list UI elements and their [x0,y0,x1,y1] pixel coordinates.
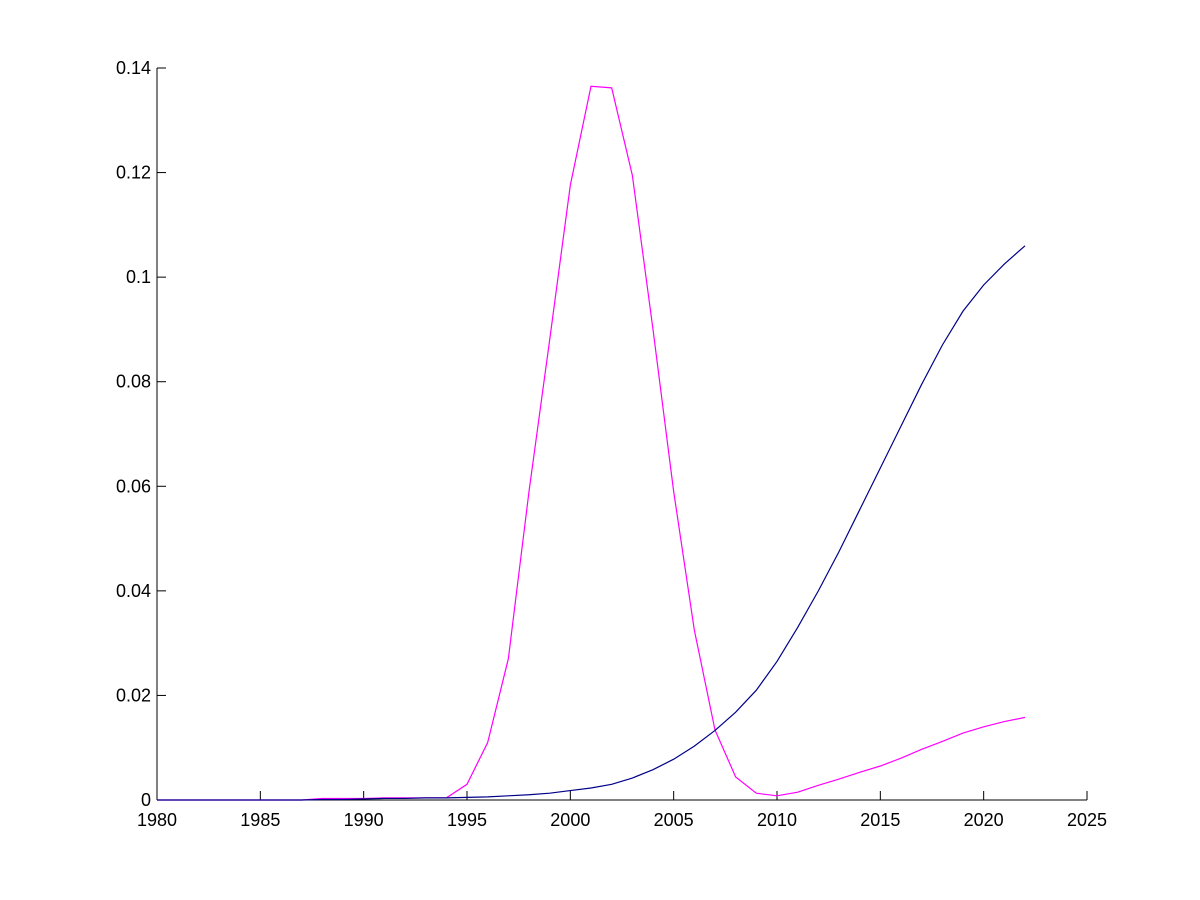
y-tick-label: 0.06 [116,476,151,496]
x-tick-label: 2010 [757,810,797,830]
x-tick-label: 2000 [550,810,590,830]
x-tick-label: 1985 [240,810,280,830]
x-tick-label: 2015 [860,810,900,830]
x-tick-label: 1980 [137,810,177,830]
data-line [157,245,1026,801]
x-tick-label: 2020 [964,810,1004,830]
x-tick-label: 1995 [447,810,487,830]
y-tick-label: 0.12 [116,163,151,183]
y-tick-label: 0 [141,790,151,810]
y-tick-label: 0.08 [116,372,151,392]
x-tick-label: 1990 [344,810,384,830]
y-tick-label: 0.1 [126,267,151,287]
x-tick-label: 2025 [1067,810,1107,830]
data-line [157,85,1026,801]
y-tick-label: 0.04 [116,581,151,601]
x-tick-label: 2005 [654,810,694,830]
y-tick-label: 0.14 [116,58,151,78]
y-tick-label: 0.02 [116,685,151,705]
